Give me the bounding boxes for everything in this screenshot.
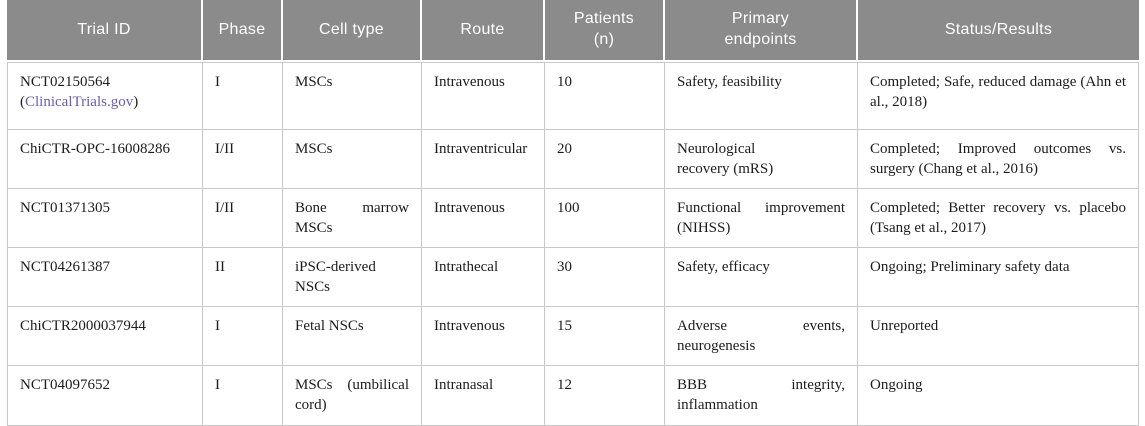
- cell-route: Intravenous: [422, 307, 545, 366]
- cell-status: Unreported: [858, 307, 1139, 366]
- cell-status: Ongoing: [858, 366, 1139, 426]
- column-header-route: Route: [422, 0, 545, 60]
- column-header-patients: Patients (n): [545, 0, 665, 60]
- cell-trial-id: NCT04097652: [7, 366, 203, 426]
- column-header-status-results: Status/Results: [858, 0, 1139, 60]
- cell-endpoints: Functional improvement (NIHSS): [665, 189, 858, 248]
- cell-trial-id: ChiCTR2000037944: [7, 307, 203, 366]
- clinicaltrials-gov-link[interactable]: ClinicalTrials.gov: [25, 93, 134, 110]
- cell-patients: 100: [545, 189, 665, 248]
- cell-endpoints: Safety, feasibility: [665, 62, 858, 130]
- cell-route: Intravenous: [422, 62, 545, 130]
- cell-route: Intranasal: [422, 366, 545, 426]
- cell-status: Completed; Improved outcomes vs. surgery…: [858, 130, 1139, 189]
- cell-phase: I/II: [203, 189, 283, 248]
- cell-route: Intraventricular: [422, 130, 545, 189]
- cell-trial-id: NCT04261387: [7, 248, 203, 307]
- cell-patients: 10: [545, 62, 665, 130]
- cell-endpoints: BBB integrity, inflammation: [665, 366, 858, 426]
- cell-phase: I/II: [203, 130, 283, 189]
- cell-endpoints: Safety, efficacy: [665, 248, 858, 307]
- paren-open: (: [20, 93, 25, 110]
- cell-endpoints: Neurological recovery (mRS): [665, 130, 858, 189]
- column-header-cell-type: Cell type: [283, 0, 422, 60]
- cell-cell-type: Bone marrow MSCs: [283, 189, 422, 248]
- column-header-phase: Phase: [203, 0, 283, 60]
- clinical-trials-table: Trial ID Phase Cell type Route Patients …: [7, 0, 1139, 426]
- cell-cell-type: Fetal NSCs: [283, 307, 422, 366]
- table-header-row: Trial ID Phase Cell type Route Patients …: [7, 0, 1139, 60]
- cell-status: Completed; Better recovery vs. placebo (…: [858, 189, 1139, 248]
- column-header-primary-endpoints: Primary endpoints: [665, 0, 858, 60]
- cell-cell-type: iPSC-derived NSCs: [283, 248, 422, 307]
- cell-trial-id: NCT01371305: [7, 189, 203, 248]
- trial-id-text: NCT02150564: [20, 74, 110, 90]
- cell-patients: 30: [545, 248, 665, 307]
- cell-cell-type: MSCs: [283, 130, 422, 189]
- cell-phase: I: [203, 62, 283, 130]
- cell-endpoints: Adverse events, neurogenesis: [665, 307, 858, 366]
- table-body: NCT02150564 (ClinicalTrials.gov) I MSCs I…: [7, 62, 1139, 426]
- cell-patients: 12: [545, 366, 665, 426]
- cell-route: Intravenous: [422, 189, 545, 248]
- cell-trial-id: ChiCTR-OPC-16008286: [7, 130, 203, 189]
- paren-close: ): [133, 93, 139, 110]
- cell-route: Intrathecal: [422, 248, 545, 307]
- cell-phase: II: [203, 248, 283, 307]
- cell-cell-type: MSCs: [283, 62, 422, 130]
- cell-patients: 20: [545, 130, 665, 189]
- column-header-trial-id: Trial ID: [7, 0, 203, 60]
- cell-cell-type: MSCs (umbilical cord): [283, 366, 422, 426]
- cell-trial-id: NCT02150564 (ClinicalTrials.gov): [7, 62, 203, 130]
- cell-status: Completed; Safe, reduced damage (Ahn et …: [858, 62, 1139, 130]
- cell-patients: 15: [545, 307, 665, 366]
- cell-phase: I: [203, 366, 283, 426]
- cell-status: Ongoing; Preliminary safety data: [858, 248, 1139, 307]
- cell-phase: I: [203, 307, 283, 366]
